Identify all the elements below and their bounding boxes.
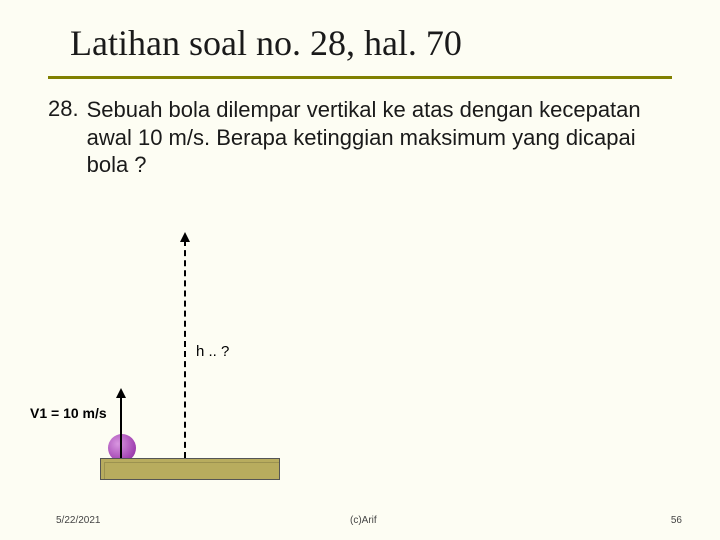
footer-page: 56 [671,515,682,526]
problem-number: 28. [48,96,79,179]
v1-label: V1 = 10 m/s [30,405,107,421]
footer-credit: (c)Arif [350,515,377,526]
h-label: h .. ? [196,343,229,360]
problem-text: Sebuah bola dilempar vertikal ke atas de… [87,96,672,179]
diagram: h .. ? [100,230,300,480]
problem-block: 28. Sebuah bola dilempar vertikal ke ata… [48,96,672,179]
title-underline [48,76,672,79]
velocity-arrow [120,396,122,458]
trajectory-dashed-arrow [184,240,186,458]
ground-rect [100,458,280,480]
footer-date: 5/22/2021 [56,515,101,526]
slide-title: Latihan soal no. 28, hal. 70 [70,22,462,64]
